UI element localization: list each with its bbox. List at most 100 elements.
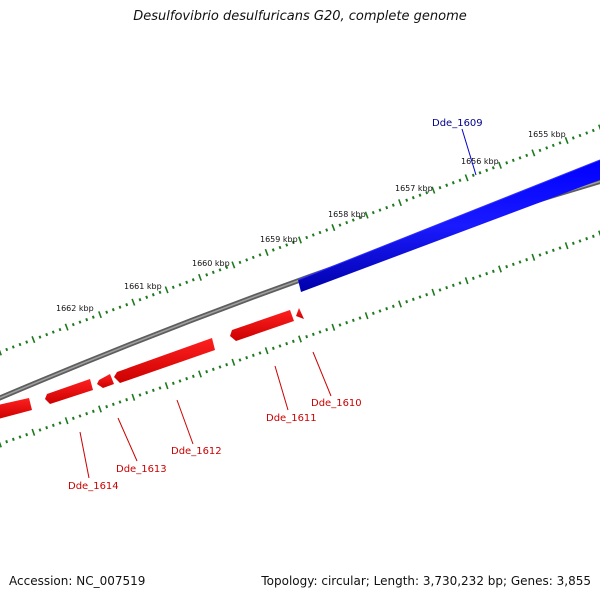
ruler-minor-tick xyxy=(158,290,162,294)
ruler-minor-tick xyxy=(545,146,549,150)
ruler-minor-tick xyxy=(525,257,529,262)
ruler-minor-tick xyxy=(478,171,482,175)
ruler-minor-tick xyxy=(138,393,142,397)
gene-leader-lines xyxy=(79,128,477,479)
ruler-minor-tick xyxy=(118,400,122,404)
tick-label-1655: 1655 kbp xyxy=(528,130,566,139)
ruler-minor-tick xyxy=(218,268,222,272)
tick-label-1658: 1658 kbp xyxy=(328,210,366,219)
ruler-major-tick xyxy=(464,277,469,285)
tick-label-1661: 1661 kbp xyxy=(124,282,162,291)
ruler-minor-tick xyxy=(471,276,475,281)
ruler-minor-tick xyxy=(445,285,449,290)
ruler-minor-tick xyxy=(125,397,129,402)
ruler-minor-tick xyxy=(11,437,15,442)
ruler-major-tick xyxy=(0,441,2,448)
gene-Dde_1610[interactable] xyxy=(296,308,304,319)
ruler-major-tick xyxy=(431,186,436,194)
ruler-minor-tick xyxy=(5,347,9,352)
gene-label-Dde_1612: Dde_1612 xyxy=(171,446,222,457)
ruler-major-tick xyxy=(531,149,536,157)
ruler-minor-tick xyxy=(211,367,215,372)
gene-label-Dde_1613: Dde_1613 xyxy=(116,464,167,475)
ruler-minor-tick xyxy=(358,215,362,220)
ruler-minor-tick xyxy=(305,334,309,339)
gene-Dde_1612[interactable] xyxy=(114,338,215,383)
ruler-minor-tick xyxy=(251,353,255,358)
ruler-minor-tick xyxy=(318,330,322,334)
ruler-minor-tick xyxy=(278,245,282,250)
ruler-minor-tick xyxy=(291,339,295,344)
ruler-major-tick xyxy=(498,265,502,273)
ruler-minor-tick xyxy=(445,183,449,187)
ruler-minor-tick xyxy=(511,158,515,163)
ruler-minor-tick xyxy=(258,351,262,355)
gene-Dde_1609[interactable] xyxy=(297,159,600,292)
ruler-minor-tick xyxy=(558,141,562,145)
gene-partial-left[interactable] xyxy=(0,398,32,419)
ruler-minor-tick xyxy=(578,239,582,243)
ruler-minor-tick xyxy=(225,265,229,270)
ruler-minor-tick xyxy=(551,248,555,253)
ruler-major-tick xyxy=(331,224,336,232)
ruler-minor-tick xyxy=(45,425,49,430)
ruler-minor-tick xyxy=(111,402,115,407)
ruler-minor-tick xyxy=(451,181,455,185)
ruler-minor-tick xyxy=(11,345,15,349)
ruler-minor-tick xyxy=(118,305,122,309)
ruler-major-tick xyxy=(264,347,269,355)
ruler-major-tick xyxy=(164,382,169,390)
ruler-minor-tick xyxy=(145,390,149,395)
ruler-minor-tick xyxy=(205,369,209,374)
gene-Dde_1613[interactable] xyxy=(97,374,114,388)
ruler-major-tick xyxy=(198,273,202,281)
ruler-minor-tick xyxy=(538,148,542,153)
ruler-major-tick xyxy=(564,136,569,144)
ruler-major-tick xyxy=(531,253,536,261)
ruler-minor-tick xyxy=(485,168,489,172)
ruler-minor-tick xyxy=(258,253,262,257)
ruler-major-tick xyxy=(164,286,169,294)
ruler-minor-tick xyxy=(78,414,82,418)
ruler-minor-tick xyxy=(505,161,509,165)
ruler-minor-tick xyxy=(485,271,489,276)
ruler-major-tick xyxy=(598,124,600,131)
ruler-minor-tick xyxy=(285,341,289,346)
ruler-minor-tick xyxy=(318,230,322,235)
ruler-minor-tick xyxy=(571,241,575,246)
ruler-minor-tick xyxy=(425,292,429,297)
ruler-minor-tick xyxy=(78,320,82,324)
ruler-minor-tick xyxy=(438,288,442,292)
ruler-minor-tick xyxy=(178,379,182,383)
ruler-minor-tick xyxy=(18,435,22,439)
ruler-major-tick xyxy=(398,199,402,207)
ruler-minor-tick xyxy=(178,283,182,287)
ruler-minor-tick xyxy=(271,248,275,252)
ruler-minor-tick xyxy=(518,156,522,160)
ruler-minor-tick xyxy=(18,342,22,347)
ruler-major-tick xyxy=(298,236,302,244)
ruler-minor-tick xyxy=(238,358,242,362)
ruler-major-tick xyxy=(131,393,136,401)
ruler-minor-tick xyxy=(38,428,42,432)
ruler-minor-tick xyxy=(378,309,382,313)
ruler-major-tick xyxy=(231,358,236,366)
gene-Dde_1614[interactable] xyxy=(45,379,93,404)
ruler-minor-tick xyxy=(58,327,62,332)
ruler-minor-tick xyxy=(585,236,589,241)
ruler-major-tick xyxy=(598,230,600,237)
gene-label-Dde_1611: Dde_1611 xyxy=(266,413,317,424)
ruler-minor-tick xyxy=(505,264,509,269)
ruler-minor-tick xyxy=(291,240,295,245)
ruler-major-tick xyxy=(364,211,369,219)
ruler-major-tick xyxy=(331,323,336,331)
ruler-minor-tick xyxy=(551,143,555,148)
ruler-minor-tick xyxy=(578,133,582,138)
ruler-minor-tick xyxy=(105,310,109,314)
gene-Dde_1611[interactable] xyxy=(230,310,294,341)
ruler-minor-tick xyxy=(571,136,575,140)
ruler-minor-tick xyxy=(351,218,355,222)
topology-summary-text: Topology: circular; Length: 3,730,232 bp… xyxy=(261,574,591,588)
ruler-minor-tick xyxy=(45,332,49,337)
ruler-major-tick xyxy=(64,417,69,425)
